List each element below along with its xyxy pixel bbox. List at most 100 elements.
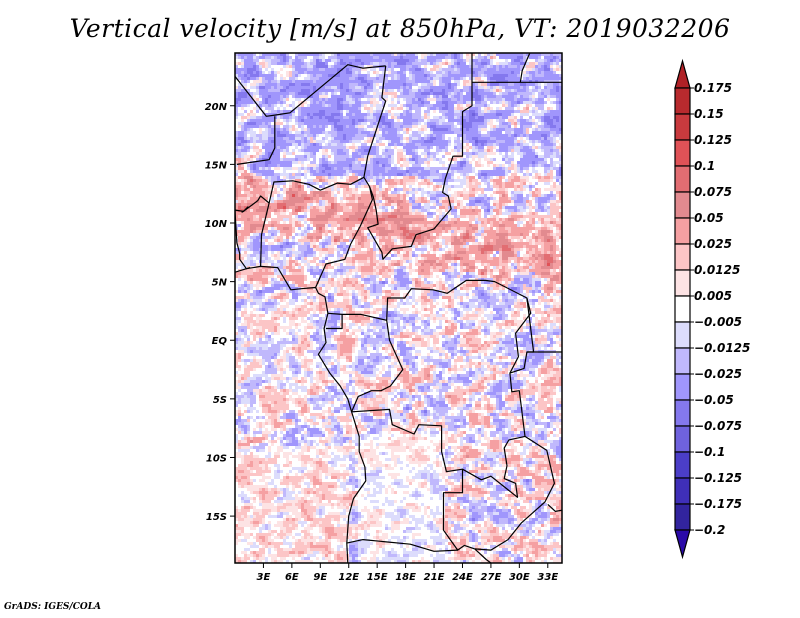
field-cell <box>343 140 346 143</box>
field-cell <box>469 113 472 116</box>
field-cell <box>244 116 247 119</box>
field-cell <box>262 125 265 128</box>
field-cell <box>316 176 319 179</box>
field-cell <box>487 110 490 113</box>
field-cell <box>253 134 256 137</box>
field-cell <box>538 56 541 59</box>
field-cell <box>439 128 442 131</box>
field-cell <box>496 164 499 167</box>
field-cell <box>310 179 313 182</box>
field-cell <box>319 104 322 107</box>
field-cell <box>394 92 397 95</box>
field-cell <box>454 65 457 68</box>
field-cell <box>304 176 307 179</box>
field-cell <box>277 62 280 65</box>
field-cell <box>283 134 286 137</box>
field-cell <box>346 107 349 110</box>
field-cell <box>355 113 358 116</box>
field-cell <box>514 197 517 200</box>
field-cell <box>367 185 370 188</box>
field-cell <box>382 155 385 158</box>
field-cell <box>403 176 406 179</box>
field-cell <box>253 200 256 203</box>
field-cell <box>544 80 547 83</box>
field-cell <box>466 65 469 68</box>
field-cell <box>265 197 268 200</box>
field-cell <box>235 182 238 185</box>
field-cell <box>256 158 259 161</box>
field-cell <box>451 74 454 77</box>
field-cell <box>544 167 547 170</box>
field-cell <box>355 119 358 122</box>
field-cell <box>316 140 319 143</box>
field-cell <box>307 74 310 77</box>
field-cell <box>301 56 304 59</box>
field-cell <box>421 182 424 185</box>
field-cell <box>496 89 499 92</box>
field-cell <box>424 83 427 86</box>
field-cell <box>412 206 415 209</box>
field-cell <box>313 98 316 101</box>
field-cell <box>310 104 313 107</box>
field-cell <box>523 74 526 77</box>
field-cell <box>295 146 298 149</box>
field-cell <box>445 92 448 95</box>
field-cell <box>280 56 283 59</box>
field-cell <box>487 131 490 134</box>
field-cell <box>544 197 547 200</box>
field-cell <box>331 116 334 119</box>
field-cell <box>496 68 499 71</box>
field-cell <box>520 62 523 65</box>
field-cell <box>439 161 442 164</box>
field-cell <box>535 53 538 56</box>
field-cell <box>454 164 457 167</box>
field-cell <box>355 92 358 95</box>
field-cell <box>241 68 244 71</box>
field-cell <box>511 155 514 158</box>
field-cell <box>556 86 559 89</box>
field-cell <box>457 92 460 95</box>
field-cell <box>352 179 355 182</box>
field-cell <box>430 104 433 107</box>
field-cell <box>520 149 523 152</box>
field-cell <box>256 194 259 197</box>
field-cell <box>556 59 559 62</box>
field-cell <box>277 161 280 164</box>
field-cell <box>532 71 535 74</box>
field-cell <box>313 77 316 80</box>
field-cell <box>502 74 505 77</box>
field-cell <box>382 176 385 179</box>
field-cell <box>256 185 259 188</box>
field-cell <box>337 191 340 194</box>
field-cell <box>559 197 562 200</box>
field-cell <box>289 167 292 170</box>
field-cell <box>469 86 472 89</box>
field-cell <box>421 131 424 134</box>
field-cell <box>370 110 373 113</box>
field-cell <box>358 134 361 137</box>
field-cell <box>343 203 346 206</box>
field-cell <box>379 191 382 194</box>
field-cell <box>535 191 538 194</box>
field-cell <box>316 110 319 113</box>
field-cell <box>484 104 487 107</box>
field-cell <box>436 89 439 92</box>
field-cell <box>484 155 487 158</box>
field-cell <box>508 167 511 170</box>
field-cell <box>262 122 265 125</box>
field-cell <box>478 182 481 185</box>
field-cell <box>355 68 358 71</box>
field-cell <box>310 194 313 197</box>
field-cell <box>244 143 247 146</box>
field-cell <box>511 140 514 143</box>
field-cell <box>346 152 349 155</box>
field-cell <box>304 110 307 113</box>
field-cell <box>274 56 277 59</box>
field-cell <box>283 59 286 62</box>
field-cell <box>559 137 562 140</box>
field-cell <box>322 197 325 200</box>
field-cell <box>436 86 439 89</box>
field-cell <box>400 122 403 125</box>
field-cell <box>253 125 256 128</box>
field-cell <box>268 191 271 194</box>
